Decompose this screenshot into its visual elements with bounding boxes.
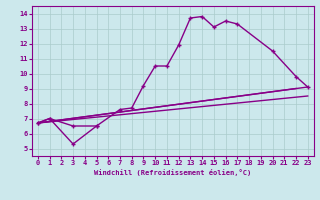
X-axis label: Windchill (Refroidissement éolien,°C): Windchill (Refroidissement éolien,°C) bbox=[94, 169, 252, 176]
